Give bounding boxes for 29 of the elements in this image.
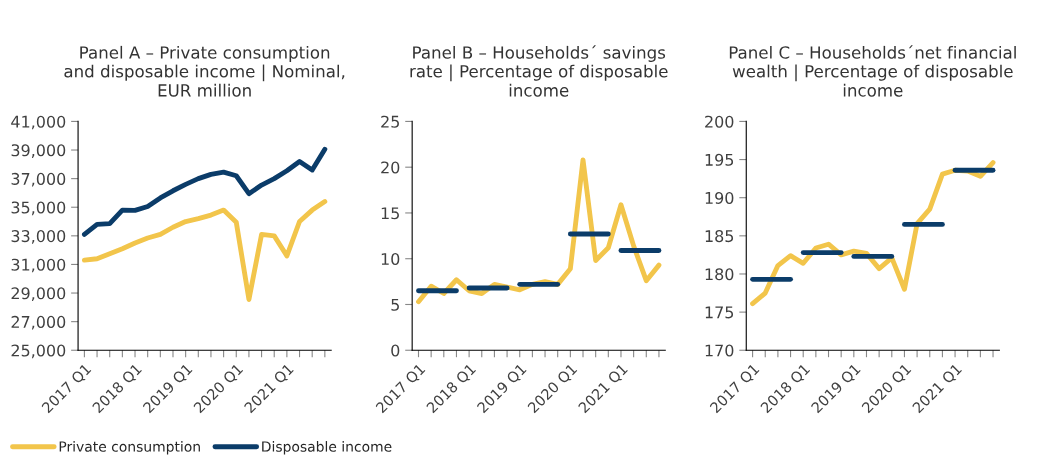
y-tick-label: 39,000 [11,144,66,158]
y-tick-label: 25 [381,115,399,128]
y-tick-label: 170 [705,344,734,357]
legend-label: Disposable income [262,441,392,455]
y-tick-label: 185 [705,230,734,243]
y-tick-label: 35,000 [11,201,66,216]
y-tick-label: 41,000 [11,115,66,130]
chart-title: Panel C – Households´net financial wealth | Percentage of disposable income [729,45,1016,97]
legend-label: Private consumption [59,441,200,455]
y-tick-label: 180 [705,268,734,281]
line-series [81,199,328,302]
y-tick-label: 175 [705,306,734,319]
y-tick-label: 0 [391,344,400,357]
y-tick-label: 25,000 [11,344,66,359]
chart-title: Panel B – Households´ savings rate | Percentage of disposable income [410,45,668,97]
y-tick-label: 29,000 [11,287,66,301]
y-tick-label: 33,000 [11,230,66,244]
y-tick-label: 37,000 [11,172,66,187]
y-tick-label: 15 [381,207,399,220]
y-tick-label: 10 [381,252,400,266]
y-tick-label: 27,000 [11,315,66,330]
y-tick-label: 5 [391,298,399,311]
y-tick-label: 31,000 [11,258,66,273]
y-tick-label: 20 [381,161,400,174]
y-tick-label: 195 [705,153,734,166]
line-series [81,146,328,237]
y-tick-label: 190 [705,191,734,204]
chart-title: Panel A – Private consumption and disposable income | Nominal, EUR million [64,45,345,97]
y-tick-label: 200 [705,115,734,128]
